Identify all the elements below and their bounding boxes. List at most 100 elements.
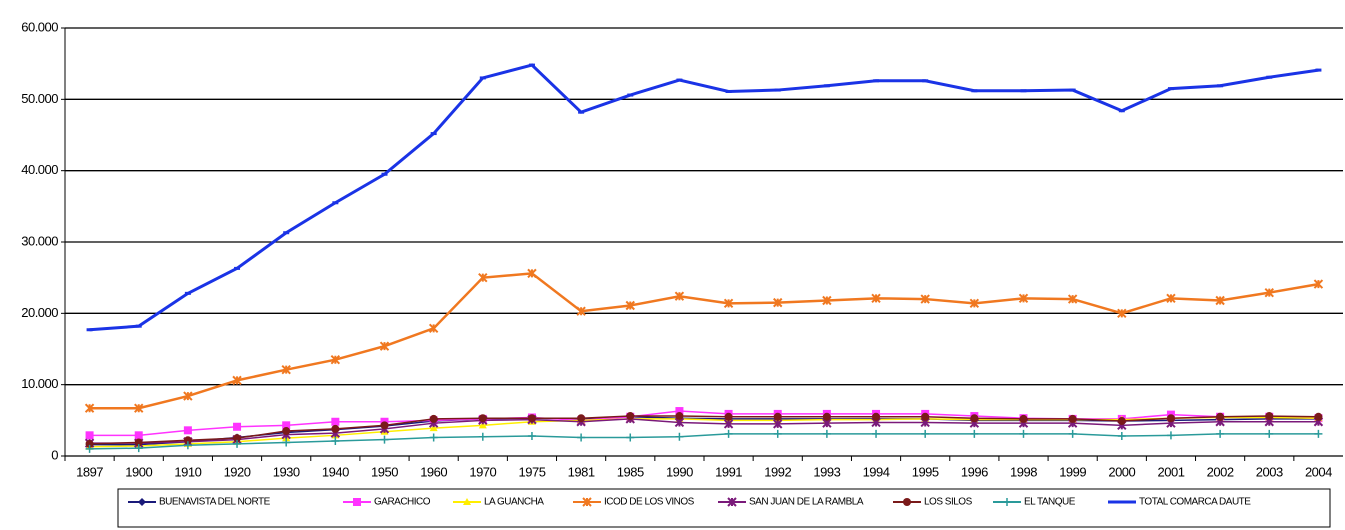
marker bbox=[822, 412, 831, 421]
x-tick-label: 1985 bbox=[617, 464, 644, 479]
marker bbox=[773, 419, 783, 429]
marker bbox=[626, 412, 635, 421]
marker bbox=[1068, 414, 1077, 423]
marker bbox=[463, 498, 471, 505]
series-line bbox=[89, 433, 1319, 450]
marker bbox=[921, 412, 930, 421]
marker bbox=[478, 421, 487, 429]
x-tick-label: 1940 bbox=[322, 464, 349, 479]
marker bbox=[727, 497, 737, 507]
marker bbox=[1166, 431, 1175, 440]
y-tick-label: 30.000 bbox=[21, 233, 58, 248]
marker bbox=[871, 293, 881, 304]
marker bbox=[675, 407, 684, 416]
marker bbox=[233, 434, 242, 443]
x-tick-label: 1993 bbox=[813, 464, 840, 479]
marker bbox=[84, 403, 95, 413]
marker bbox=[1019, 429, 1028, 438]
marker bbox=[724, 429, 733, 438]
marker bbox=[527, 268, 537, 279]
marker bbox=[1068, 429, 1077, 438]
x-tick-label: 1995 bbox=[912, 464, 939, 479]
series-line bbox=[89, 418, 1319, 444]
x-tick-label: 1990 bbox=[666, 464, 693, 479]
y-tick-label: 60.000 bbox=[21, 19, 58, 34]
x-tick-label: 2000 bbox=[1108, 464, 1135, 479]
x-tick-label: 1991 bbox=[715, 464, 742, 479]
legend-label: LOS SILOS bbox=[924, 497, 973, 508]
marker bbox=[331, 424, 340, 433]
marker bbox=[626, 433, 635, 442]
marker bbox=[527, 432, 536, 441]
marker bbox=[1117, 308, 1127, 319]
y-tick-label: 50.000 bbox=[21, 91, 58, 106]
marker bbox=[134, 403, 144, 413]
y-tick-label: 20.000 bbox=[21, 305, 58, 320]
marker bbox=[233, 439, 242, 448]
marker bbox=[822, 429, 831, 438]
marker bbox=[380, 421, 389, 430]
x-tick-label: 1998 bbox=[1010, 464, 1037, 479]
marker bbox=[723, 298, 734, 309]
marker bbox=[282, 438, 291, 447]
marker bbox=[1216, 429, 1225, 438]
marker bbox=[134, 438, 143, 447]
marker bbox=[822, 295, 832, 306]
x-tick-label: 1960 bbox=[420, 464, 447, 479]
x-tick-label: 1900 bbox=[125, 464, 152, 479]
marker bbox=[1314, 429, 1323, 438]
series-line bbox=[89, 63, 1319, 332]
x-tick-label: 2003 bbox=[1256, 464, 1283, 479]
marker bbox=[429, 414, 438, 423]
marker bbox=[903, 498, 911, 506]
marker bbox=[1313, 279, 1324, 289]
marker bbox=[353, 498, 361, 506]
marker bbox=[282, 421, 291, 430]
marker bbox=[969, 298, 980, 309]
x-tick-label: 2004 bbox=[1305, 464, 1332, 479]
x-tick-label: 1970 bbox=[469, 464, 496, 479]
marker bbox=[429, 424, 438, 432]
legend-label: BUENAVISTA DEL NORTE bbox=[159, 497, 271, 508]
y-tick-label: 0 bbox=[51, 447, 58, 462]
marker bbox=[1166, 293, 1176, 304]
marker bbox=[429, 433, 438, 442]
marker bbox=[183, 441, 192, 450]
marker bbox=[970, 429, 979, 438]
marker bbox=[331, 417, 340, 426]
marker bbox=[1019, 414, 1028, 423]
x-tick-label: 1920 bbox=[224, 464, 251, 479]
x-tick-label: 1910 bbox=[174, 464, 201, 479]
marker bbox=[1003, 498, 1011, 506]
legend-label: ICOD DE LOS VINOS bbox=[604, 497, 695, 508]
legend: BUENAVISTA DEL NORTE GARACHICO LA GUANCHA I… bbox=[117, 488, 1331, 528]
marker bbox=[1166, 414, 1175, 423]
marker bbox=[625, 300, 635, 311]
marker bbox=[330, 354, 341, 365]
marker bbox=[920, 294, 930, 304]
x-tick-label: 1994 bbox=[863, 464, 890, 479]
y-tick-label: 10.000 bbox=[21, 376, 58, 391]
marker bbox=[577, 414, 586, 423]
marker bbox=[872, 412, 881, 421]
marker bbox=[675, 412, 684, 421]
marker bbox=[577, 433, 586, 442]
x-tick-label: 2002 bbox=[1207, 464, 1234, 479]
marker bbox=[1117, 417, 1126, 426]
marker bbox=[723, 419, 734, 429]
marker bbox=[134, 431, 143, 440]
marker bbox=[331, 437, 340, 446]
series-line bbox=[89, 415, 1319, 445]
marker bbox=[428, 323, 439, 334]
marker bbox=[232, 375, 242, 386]
marker bbox=[183, 436, 192, 445]
marker bbox=[724, 412, 733, 421]
legend-label: TOTAL COMARCA DAUTE bbox=[1139, 497, 1251, 508]
marker bbox=[183, 391, 193, 401]
legend-label: EL TANQUE bbox=[1024, 497, 1076, 508]
marker bbox=[134, 444, 143, 453]
y-tick-label: 40.000 bbox=[21, 162, 58, 177]
x-tick-label: 1975 bbox=[519, 464, 546, 479]
marker bbox=[183, 426, 192, 435]
